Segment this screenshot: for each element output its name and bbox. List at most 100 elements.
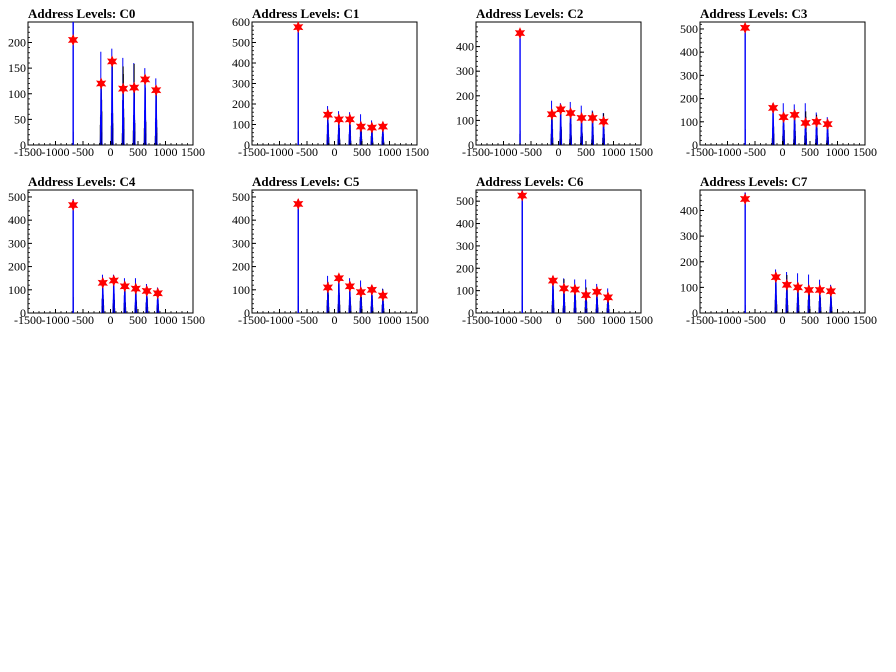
histogram-peak [112,274,116,313]
y-tick-label: 600 [232,15,250,29]
chart-svg-6: 0 100 200 300 400 500 -1500 -1000 -500 0 500 1000 15… [456,189,653,327]
y-tick-label: 0 [468,306,474,320]
histogram-peak [818,279,822,314]
chart-panel-7: 0 100 200 300 400 -1500 -1000 -500 0 500 1000 1500 A… [672,168,896,336]
y-tick-label: 100 [456,284,474,298]
x-tick-label: 1500 [629,145,653,159]
peak-marker [67,199,79,212]
plot-frame [475,189,642,314]
chart-panel-0: 0 50 100 150 200 -1500 -1000 -500 0 500 1000 1500 Ad… [0,0,224,168]
y-tick-label: 300 [232,236,250,250]
x-tick-label: -500 [744,145,766,159]
x-tick-label: 500 [577,313,595,327]
y-tick-label: 200 [680,255,698,269]
peak-marker [546,108,558,121]
x-tick-label: -500 [296,313,318,327]
chart-panel-4: 0 100 200 300 400 500 -1500 -1000 -500 0 500 1000 15… [0,168,224,336]
x-tick-label: -1500 [686,145,714,159]
peak-marker [569,283,581,296]
chart-panel-3: 0 100 200 300 400 500 -1500 -1000 -500 0 500 1000 15… [672,0,896,168]
plot-frame [699,21,866,146]
x-tick-label: 1000 [154,145,178,159]
chart-title: Address Levels: C3 [700,6,808,21]
y-tick-label: 300 [456,239,474,253]
plot-frame [699,189,866,314]
y-tick-label: 200 [456,89,474,103]
y-tick-label: 0 [692,138,698,152]
y-tick-label: 100 [8,87,26,101]
y-tick-label: 0 [244,306,250,320]
y-tick-label: 500 [232,190,250,204]
x-tick-label: 1000 [602,313,626,327]
peak-marker [558,282,570,295]
x-tick-label: -1500 [14,145,42,159]
y-tick-label: 100 [232,283,250,297]
x-tick-label: 0 [556,313,562,327]
x-tick-label: 1500 [181,145,205,159]
peak-marker [140,73,151,86]
x-tick-label: -500 [520,313,542,327]
peak-marker [152,287,163,300]
peak-marker [141,285,152,297]
chart-svg-7: 0 100 200 300 400 -1500 -1000 -500 0 500 1000 1500 [680,189,877,327]
x-tick-label: 1000 [378,313,402,327]
x-tick-label: 1500 [853,313,877,327]
y-tick-label: 300 [8,236,26,250]
histogram-peak [337,111,341,145]
peak-marker [129,81,140,94]
x-tick-label: -1500 [462,145,490,159]
histogram-peak [121,57,125,145]
y-tick-label: 150 [8,61,26,75]
x-tick-label: -1000 [42,313,70,327]
y-tick-label: 300 [232,77,250,91]
peak-marker [781,278,793,291]
chart-svg-2: 0 100 200 300 400 -1500 -1000 -500 0 500 1000 1500 [456,21,653,159]
peak-marker [333,113,345,126]
peak-marker [322,108,334,121]
histogram-peak [370,120,374,146]
x-tick-label: 1000 [826,313,850,327]
peak-marker [293,197,304,210]
x-tick-label: 500 [801,145,819,159]
x-tick-label: -500 [744,313,766,327]
x-tick-label: 1000 [154,313,178,327]
peak-marker [547,274,559,287]
x-tick-label: -1500 [238,145,266,159]
peak-marker [119,280,130,293]
x-tick-label: 0 [332,313,338,327]
peak-marker [97,276,108,289]
peak-marker [355,286,367,299]
x-tick-label: -1500 [14,313,42,327]
chart-panel-2: 0 100 200 300 400 -1500 -1000 -500 0 500 1000 1500 A… [448,0,672,168]
x-tick-label: 1000 [826,145,850,159]
histogram-peak [551,276,555,313]
peak-marker [822,118,833,131]
x-tick-label: 500 [801,313,819,327]
y-tick-label: 300 [680,68,698,82]
x-tick-label: -1000 [714,145,742,159]
plot-frame [27,21,194,146]
peak-marker [377,120,389,133]
x-tick-label: 500 [353,145,371,159]
peak-marker [514,27,526,40]
peak-marker [366,121,378,134]
chart-panel-5: 0 100 200 300 400 500 -1500 -1000 -500 0 500 1000 15… [224,168,448,336]
x-tick-label: 0 [556,145,562,159]
x-tick-label: -1500 [238,313,266,327]
y-tick-label: 400 [232,56,250,70]
x-tick-label: 0 [780,145,786,159]
peak-marker [333,272,345,285]
y-tick-label: 50 [14,112,26,126]
peak-marker [792,281,804,294]
peak-marker [811,115,822,128]
x-tick-label: 1500 [629,313,653,327]
x-tick-label: -500 [296,145,318,159]
peak-marker [800,117,811,129]
chart-panel-6: 0 100 200 300 400 500 -1500 -1000 -500 0 500 1000 15… [448,168,672,336]
chart-svg-0: 0 50 100 150 200 -1500 -1000 -500 0 500 1000 1500 [8,21,205,159]
x-tick-label: -500 [72,145,94,159]
plot-frame [27,189,194,314]
peak-marker [344,113,356,126]
y-tick-label: 100 [680,115,698,129]
y-tick-label: 0 [468,138,474,152]
